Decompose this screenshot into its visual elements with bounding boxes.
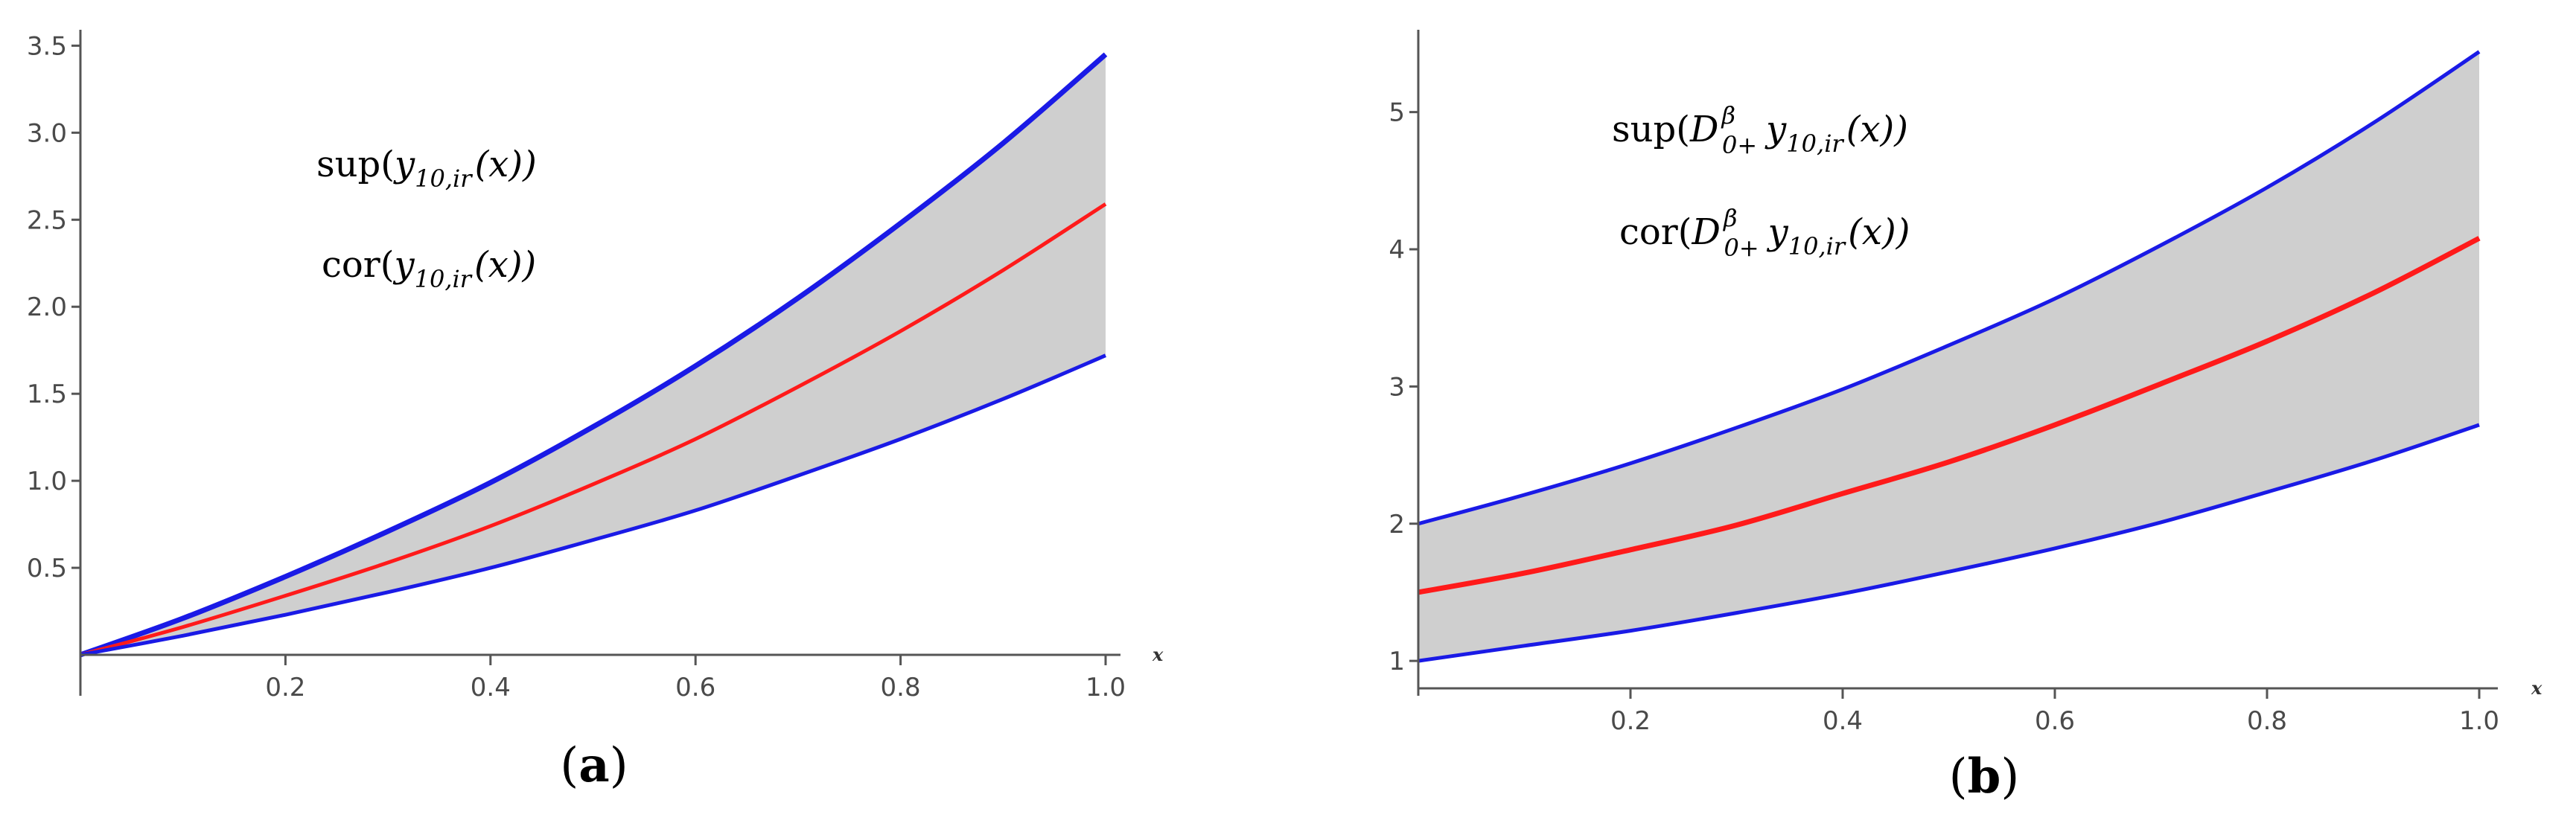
panel-a-annotation-sup-func: sup — [316, 144, 380, 185]
panel-b-annotation-sup-op-sup: β — [1721, 101, 1736, 129]
panel-b-upper-curve — [1418, 50, 2481, 526]
panel-a-lower-curve — [80, 353, 1106, 657]
panel-a-ticks: 0.2 0.4 0.6 0.8 1.0 0.5 1.0 1.5 2.0 2.5 3.0 3.5 — [27, 31, 1126, 702]
panel-a-x-tick-label: 0.4 — [471, 673, 511, 702]
panel-b-x-tick-label: 1.0 — [2459, 706, 2499, 736]
panel-a-y-tick-label: 1.0 — [27, 467, 67, 496]
panel-b-x-tick-label: 0.8 — [2247, 706, 2287, 736]
panel-b-x-tick-label: 0.4 — [1823, 706, 1863, 736]
panel-a-annotation-sup-arg: (x)) — [475, 144, 537, 185]
panel-b-annotation-cor-func: cor — [1619, 211, 1678, 253]
panel-a-y-tick-label: 0.5 — [27, 554, 67, 583]
panel-a-x-tick-label: 0.2 — [265, 673, 305, 702]
panel-a-annotation-cor-func: cor — [322, 244, 380, 286]
panel-b-annotation-cor-op: D — [1691, 211, 1720, 253]
panel-b-annotation-cor-sub: 10,ir — [1788, 232, 1846, 260]
panel-a-x-axis-label: x — [1152, 644, 1164, 665]
panel-b-band — [1418, 51, 2479, 662]
panel-b-annotation-cor: cor(D β 0+ y10,ir(x)) — [1619, 204, 1910, 262]
panel-a-annotation-sup-open: ( — [380, 144, 395, 185]
panel-a-annotation-sup-sub: 10,ir — [415, 164, 473, 193]
panel-a-x-tick-label: 1.0 — [1085, 673, 1126, 702]
panel-b-x-tick-label: 0.6 — [2035, 706, 2075, 736]
panel-b-annotation-cor-op-sup: β — [1723, 204, 1738, 232]
panel-b-annotation-sup-op: D — [1689, 109, 1718, 150]
panel-a-y-tick-label: 2.0 — [27, 292, 67, 322]
panel-a-annotation-cor-open: ( — [380, 244, 395, 286]
panel-b-annotation-sup-open: ( — [1676, 109, 1690, 150]
panel-a-annotation-sup: sup(y10,ir(x)) — [316, 144, 537, 193]
panel-a-y-tick-label: 1.5 — [27, 380, 67, 409]
panel-a-annotation-cor-var: y — [392, 244, 415, 286]
panel-b-annotation-sup-op-sub: 0+ — [1722, 131, 1757, 159]
panel-a-y-tick-label: 2.5 — [27, 205, 67, 235]
panel-a-y-tick-label: 3.0 — [27, 118, 67, 148]
panel-a-x-tick-label: 0.8 — [881, 673, 921, 702]
panel-a-x-tick-label: 0.6 — [675, 673, 715, 702]
panel-b-annotation-sup-sub: 10,ir — [1786, 129, 1844, 158]
panel-a-annotation-cor-arg: (x)) — [474, 244, 536, 286]
panel-a-upper-curve — [79, 52, 1108, 658]
panel-a-y-tick-label: 3.5 — [27, 31, 67, 61]
panel-b-y-tick-label: 1 — [1389, 647, 1405, 676]
panel-a-band — [80, 54, 1106, 656]
panel-b-x-tick-label: 0.2 — [1610, 706, 1651, 736]
panel-b-lower-curve — [1418, 423, 2480, 663]
panel-a: 0.2 0.4 0.6 0.8 1.0 0.5 1.0 1.5 2.0 2.5 3.0 3.5 x s… — [27, 30, 1164, 793]
panel-b-annotation-sup-func: sup — [1612, 109, 1676, 150]
panel-a-caption: (a) — [560, 737, 628, 793]
panel-a-middle-curve — [80, 202, 1107, 657]
panel-b-annotation-sup-arg: (x)) — [1846, 109, 1908, 150]
panel-b-y-tick-label: 3 — [1389, 372, 1405, 402]
panel-b-middle-curve — [1418, 236, 2481, 595]
panel-b-annotation-cor-arg: (x)) — [1848, 211, 1910, 253]
panel-b-annotation-cor-var: y — [1767, 211, 1789, 253]
panel-b-ticks: 0.2 0.4 0.6 0.8 1.0 1 2 3 4 5 — [1389, 98, 2499, 736]
panel-b-annotation-sup-var: y — [1764, 109, 1787, 150]
panel-b-annotation-cor-op-sub: 0+ — [1724, 234, 1759, 262]
panel-a-annotation-cor: cor(y10,ir(x)) — [322, 244, 536, 293]
panel-b-x-axis-label: x — [2531, 677, 2542, 699]
panel-a-annotation-sup-var: y — [393, 144, 415, 185]
panel-b-annotation-sup: sup(D β 0+ y10,ir(x)) — [1612, 101, 1908, 159]
panel-b-caption: (b) — [1949, 749, 2020, 804]
panel-b-y-tick-label: 2 — [1389, 510, 1405, 540]
panel-b-annotation-cor-open: ( — [1678, 211, 1692, 253]
panel-a-annotation-cor-sub: 10,ir — [415, 265, 473, 293]
panel-b-y-tick-label: 5 — [1389, 98, 1405, 128]
panel-b-y-tick-label: 4 — [1389, 235, 1405, 265]
